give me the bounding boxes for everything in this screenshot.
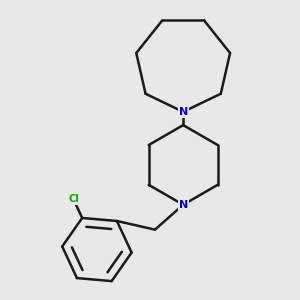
Text: Cl: Cl: [68, 194, 79, 204]
Text: N: N: [178, 107, 188, 117]
Text: N: N: [178, 200, 188, 210]
